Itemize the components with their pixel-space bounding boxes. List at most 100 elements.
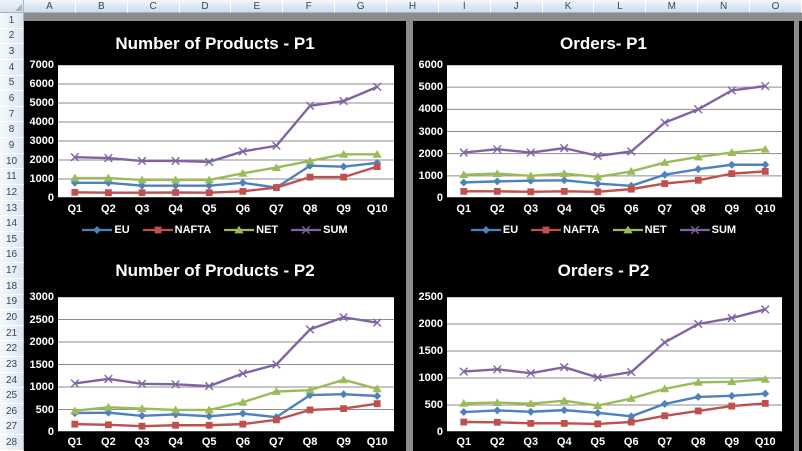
chart-legend: EU NAFTA NET SUM: [413, 224, 794, 236]
column-header-K[interactable]: K: [542, 0, 595, 13]
column-header-D[interactable]: D: [179, 0, 232, 13]
row-header-2[interactable]: 2: [0, 28, 24, 45]
y-axis-tick-label: 5000: [29, 97, 54, 109]
column-header-I[interactable]: I: [438, 0, 491, 13]
row-header-27[interactable]: 27: [0, 419, 24, 436]
row-header-20[interactable]: 20: [0, 310, 24, 326]
row-header-17[interactable]: 17: [0, 263, 24, 279]
row-header-13[interactable]: 13: [0, 200, 24, 217]
y-axis-tick-label: 1500: [418, 345, 443, 357]
row-header-1[interactable]: 1: [0, 13, 24, 29]
x-axis-tick-label: Q5: [590, 436, 606, 448]
plot-area: [447, 297, 782, 432]
row-header-8[interactable]: 8: [0, 122, 24, 139]
row-header-15[interactable]: 15: [0, 231, 24, 248]
x-axis-tick-label: Q7: [269, 203, 284, 215]
legend-label: NET: [256, 224, 279, 236]
column-header-G[interactable]: G: [335, 0, 388, 13]
x-axis-tick-label: Q9: [724, 203, 740, 215]
x-axis-tick-label: Q8: [690, 203, 706, 215]
row-header-9[interactable]: 9: [0, 138, 24, 154]
row-header-28[interactable]: 28: [0, 435, 24, 451]
column-header-J[interactable]: J: [490, 0, 543, 13]
legend-marker-square-icon: [142, 226, 173, 234]
chart-title: Orders - P2: [557, 261, 650, 280]
chart-orders-p1[interactable]: Orders- P1 0 1000 2000 3000 4000 5000 6000 Q1 Q2…: [413, 21, 794, 248]
row-header-6[interactable]: 6: [0, 91, 24, 107]
column-header-O[interactable]: O: [750, 0, 802, 13]
x-axis-tick-label: Q8: [690, 436, 706, 448]
y-axis-tick-label: 6000: [29, 78, 54, 90]
x-axis-tick-label: Q2: [101, 203, 116, 215]
row-header-21[interactable]: 21: [0, 325, 24, 342]
column-header-F[interactable]: F: [283, 0, 336, 13]
row-header-10[interactable]: 10: [0, 153, 24, 170]
x-axis-tick-label: Q7: [269, 436, 284, 448]
x-axis-tick-label: Q8: [302, 203, 318, 215]
x-axis-tick-label: Q7: [657, 203, 673, 215]
row-header-18[interactable]: 18: [0, 278, 24, 295]
y-axis-tick-label: 500: [424, 399, 443, 411]
legend-label: NAFTA: [563, 224, 600, 236]
chart-number-of-products-p1[interactable]: Number of Products - P1 0 1000 2000 3000 400…: [24, 21, 406, 248]
plot-area: [58, 65, 394, 198]
x-axis-tick-label: Q6: [623, 436, 639, 448]
legend-label: EU: [114, 224, 130, 236]
column-header-E[interactable]: E: [231, 0, 284, 13]
x-axis-tick-label: Q4: [556, 203, 572, 215]
column-header-M[interactable]: M: [646, 0, 699, 13]
row-header-24[interactable]: 24: [0, 372, 24, 389]
column-header-C[interactable]: C: [127, 0, 180, 13]
x-axis-tick-label: Q2: [489, 436, 505, 448]
chart-title: Number of Products - P1: [115, 34, 315, 53]
chart-orders-p2[interactable]: Orders - P2 0 500 1000 1500 2000 2500 Q1 Q2 Q3 Q4…: [413, 248, 794, 451]
row-header-26[interactable]: 26: [0, 404, 24, 420]
y-axis-tick-label: 1000: [418, 169, 443, 182]
row-header-14[interactable]: 14: [0, 216, 24, 232]
legend-item-eu: EU: [470, 224, 518, 236]
row-header-4[interactable]: 4: [0, 59, 24, 76]
x-axis-tick-label: Q4: [168, 203, 183, 215]
x-axis-tick-label: Q2: [101, 436, 116, 448]
column-header-H[interactable]: H: [387, 0, 439, 13]
column-header-A[interactable]: A: [24, 0, 76, 13]
row-header-12[interactable]: 12: [0, 185, 24, 201]
legend-marker-x-icon: [679, 225, 710, 235]
x-axis-tick-label: Q1: [456, 436, 472, 448]
row-header-7[interactable]: 7: [0, 106, 24, 123]
y-axis-tick-label: 0: [436, 426, 443, 438]
row-header-23[interactable]: 23: [0, 357, 24, 373]
x-axis-tick-label: Q3: [134, 203, 150, 215]
y-axis-tick-label: 3000: [29, 135, 54, 147]
x-axis-tick-label: Q3: [523, 436, 539, 448]
legend-item-net: NET: [612, 224, 667, 236]
x-axis-tick-label: Q6: [235, 436, 251, 448]
x-axis-tick-label: Q3: [523, 203, 539, 215]
select-all-corner[interactable]: [0, 0, 24, 13]
row-header-19[interactable]: 19: [0, 294, 24, 311]
y-axis-tick-label: 0: [47, 192, 54, 204]
y-axis-tick-label: 4000: [29, 116, 54, 128]
x-axis-tick-label: Q10: [366, 203, 388, 215]
y-axis-tick-label: 3000: [418, 125, 443, 138]
x-axis-tick-label: Q5: [201, 203, 217, 215]
y-axis-tick-label: 2500: [418, 291, 443, 303]
column-header-N[interactable]: N: [698, 0, 751, 13]
chart-number-of-products-p2[interactable]: Number of Products - P2 0 500 1000 1500 2000…: [24, 248, 406, 451]
y-axis-tick-label: 2000: [29, 154, 54, 166]
row-header-11[interactable]: 11: [0, 169, 24, 186]
row-header-25[interactable]: 25: [0, 388, 24, 405]
legend-label: SUM: [711, 224, 737, 236]
row-header-5[interactable]: 5: [0, 75, 24, 92]
x-axis-tick-label: Q4: [168, 436, 183, 448]
row-header-3[interactable]: 3: [0, 44, 24, 60]
row-header-22[interactable]: 22: [0, 341, 24, 358]
legend-marker-diamond-icon: [82, 226, 113, 234]
x-axis-tick-label: Q6: [623, 203, 639, 215]
y-axis-tick-label: 1000: [29, 173, 54, 185]
column-header-B[interactable]: B: [75, 0, 128, 13]
row-header-16[interactable]: 16: [0, 247, 24, 264]
column-header-L[interactable]: L: [594, 0, 647, 13]
